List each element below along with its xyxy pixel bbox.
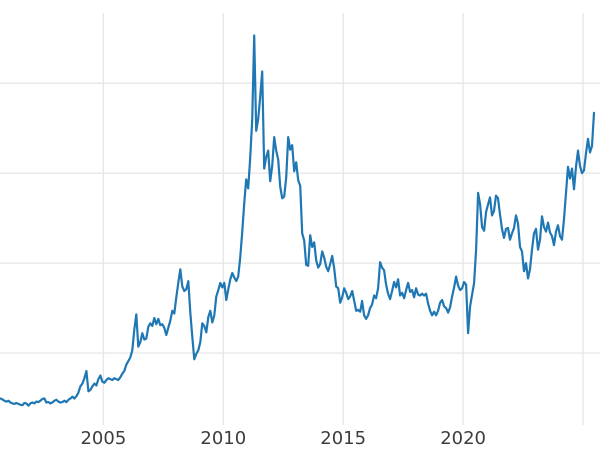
gridlines [0,13,600,425]
data-line [0,34,596,407]
x-tick-label: 2020 [440,428,486,449]
x-axis-tick-labels: 2005 2010 2015 2020 [80,428,486,449]
x-tick-label: 2010 [200,428,246,449]
x-tick-label: 2005 [80,428,126,449]
x-tick-label: 2015 [320,428,366,449]
price-series-line [0,34,596,407]
